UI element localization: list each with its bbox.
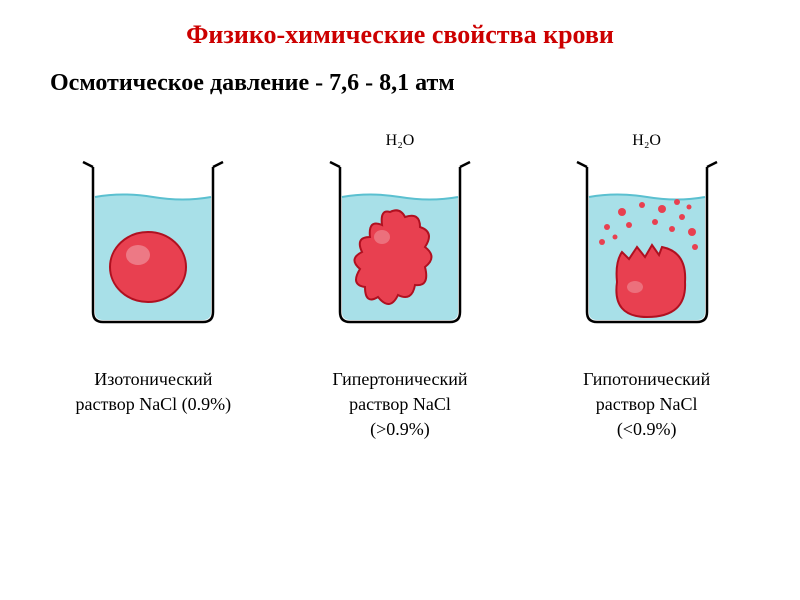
beaker-svg-isotonic	[73, 137, 233, 337]
caption-line: Гипертонический	[332, 367, 467, 392]
caption-line: (>0.9%)	[332, 417, 467, 442]
caption-line: (<0.9%)	[583, 417, 710, 442]
caption-isotonic: Изотонический раствор NaCl (0.9%)	[75, 367, 231, 417]
water-label: H₂O	[632, 132, 661, 150]
beaker-isotonic: Изотонический раствор NaCl (0.9%)	[38, 137, 268, 417]
caption-line: раствор NaCl (0.9%)	[75, 392, 231, 417]
beaker-svg-hypertonic: H₂O	[320, 137, 480, 337]
caption-line: Гипотонический	[583, 367, 710, 392]
subtitle-text: Осмотическое давление - 7,6 - 8,1 атм	[50, 70, 455, 96]
beaker-svg-hypotonic: H₂O	[567, 137, 727, 337]
main-title: Физико-химические свойства крови	[30, 20, 770, 50]
beakers-row: Изотонический раствор NaCl (0.9%) H₂O Ги…	[30, 137, 770, 443]
caption-line: раствор NaCl	[583, 392, 710, 417]
caption-line: Изотонический	[75, 367, 231, 392]
beaker-hypotonic: H₂O	[532, 137, 762, 443]
caption-hypertonic: Гипертонический раствор NaCl (>0.9%)	[332, 367, 467, 443]
caption-hypotonic: Гипотонический раствор NaCl (<0.9%)	[583, 367, 710, 443]
beaker-hypertonic: H₂O Гипертонический раствор NaCl (>0.9%)	[285, 137, 515, 443]
water-label: H₂O	[386, 132, 415, 150]
subtitle: Осмотическое давление - 7,6 - 8,1 атм	[30, 70, 770, 97]
title-text: Физико-химические свойства крови	[186, 20, 614, 49]
caption-line: раствор NaCl	[332, 392, 467, 417]
